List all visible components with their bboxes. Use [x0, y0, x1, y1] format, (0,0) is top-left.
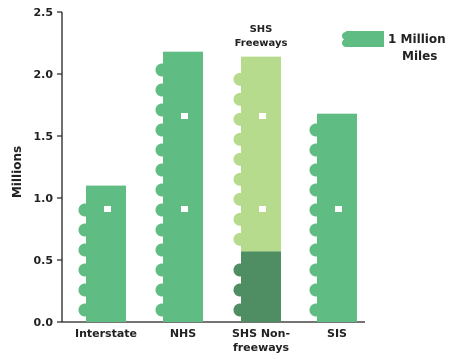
- y-tick-label: 1.0: [34, 192, 54, 205]
- bar-scallop: [155, 123, 169, 137]
- bar-scallop: [233, 303, 247, 317]
- bar-scallop: [155, 63, 169, 77]
- bar-scallop: [155, 143, 169, 157]
- bar-scallop: [155, 163, 169, 177]
- x-tick-label: SIS: [327, 327, 347, 340]
- bar-shs-non-freeways: [241, 251, 281, 322]
- annotation-shs-freeways: SHS: [250, 24, 273, 35]
- bar-scallop: [309, 203, 323, 217]
- bar-notch: [259, 113, 266, 119]
- bar-scallop: [155, 303, 169, 317]
- bar-scallop: [155, 83, 169, 97]
- bar-scallop: [233, 232, 247, 246]
- y-tick-label: 2.0: [34, 68, 54, 81]
- legend: 1 Million Miles: [342, 31, 446, 63]
- x-tick-label: SHS Non-: [232, 327, 290, 340]
- bar-scallop: [309, 183, 323, 197]
- legend-label: 1 Million: [388, 32, 446, 46]
- bar-scallop: [233, 212, 247, 226]
- y-tick-label: 0.5: [34, 254, 54, 267]
- y-tick-label: 0.0: [34, 316, 54, 329]
- bar-scallop: [78, 223, 92, 237]
- bar-scallop: [78, 303, 92, 317]
- legend-swatch-scallop: [342, 32, 350, 40]
- bar-scallop: [309, 263, 323, 277]
- bar-notch: [181, 206, 188, 212]
- bar-scallop: [155, 243, 169, 257]
- bar-scallop: [233, 152, 247, 166]
- bar-scallop: [155, 103, 169, 117]
- bar-scallop: [155, 283, 169, 297]
- bar-scallop: [233, 112, 247, 126]
- bar-scallop: [309, 303, 323, 317]
- x-tick-label: NHS: [170, 327, 196, 340]
- x-tick-label: Interstate: [75, 327, 137, 340]
- bar-scallop: [309, 143, 323, 157]
- bar-scallop: [155, 263, 169, 277]
- x-tick-label: freeways: [233, 341, 290, 354]
- bar-notch: [335, 206, 342, 212]
- bar-scallop: [78, 283, 92, 297]
- bar-scallop: [155, 203, 169, 217]
- bar-scallop: [78, 203, 92, 217]
- bars: [78, 51, 357, 323]
- bar-scallop: [309, 123, 323, 137]
- bar-notch: [181, 113, 188, 119]
- bar-scallop: [233, 283, 247, 297]
- bar-shs-freeways: [241, 56, 281, 252]
- bar-scallop: [309, 163, 323, 177]
- y-tick-label: 1.5: [34, 130, 54, 143]
- legend-label: Miles: [402, 49, 437, 63]
- bar-scallop: [78, 263, 92, 277]
- y-tick-label: 2.5: [34, 6, 54, 19]
- bar-sis: [317, 113, 357, 323]
- bar-scallop: [233, 172, 247, 186]
- bar-scallop: [233, 72, 247, 86]
- bar-scallop: [233, 92, 247, 106]
- bar-scallop: [309, 243, 323, 257]
- labels: Interstate NHS SHS Non-freeways SIS SHS Freew…: [75, 24, 347, 354]
- annotation-shs-freeways: Freeways: [235, 38, 288, 49]
- bar-scallop: [155, 183, 169, 197]
- bar-nhs: [163, 51, 203, 323]
- bar-scallop: [78, 243, 92, 257]
- bar-scallop: [155, 223, 169, 237]
- bar-notch: [104, 206, 111, 212]
- bar-scallop: [309, 223, 323, 237]
- bar-scallop: [233, 132, 247, 146]
- bar-scallop: [233, 192, 247, 206]
- legend-swatch: [346, 31, 384, 47]
- y-axis-title: Millions: [10, 146, 24, 198]
- bar-scallop: [309, 283, 323, 297]
- legend-swatch-scallop: [342, 39, 350, 47]
- bar-scallop: [233, 263, 247, 277]
- bar-notch: [259, 206, 266, 212]
